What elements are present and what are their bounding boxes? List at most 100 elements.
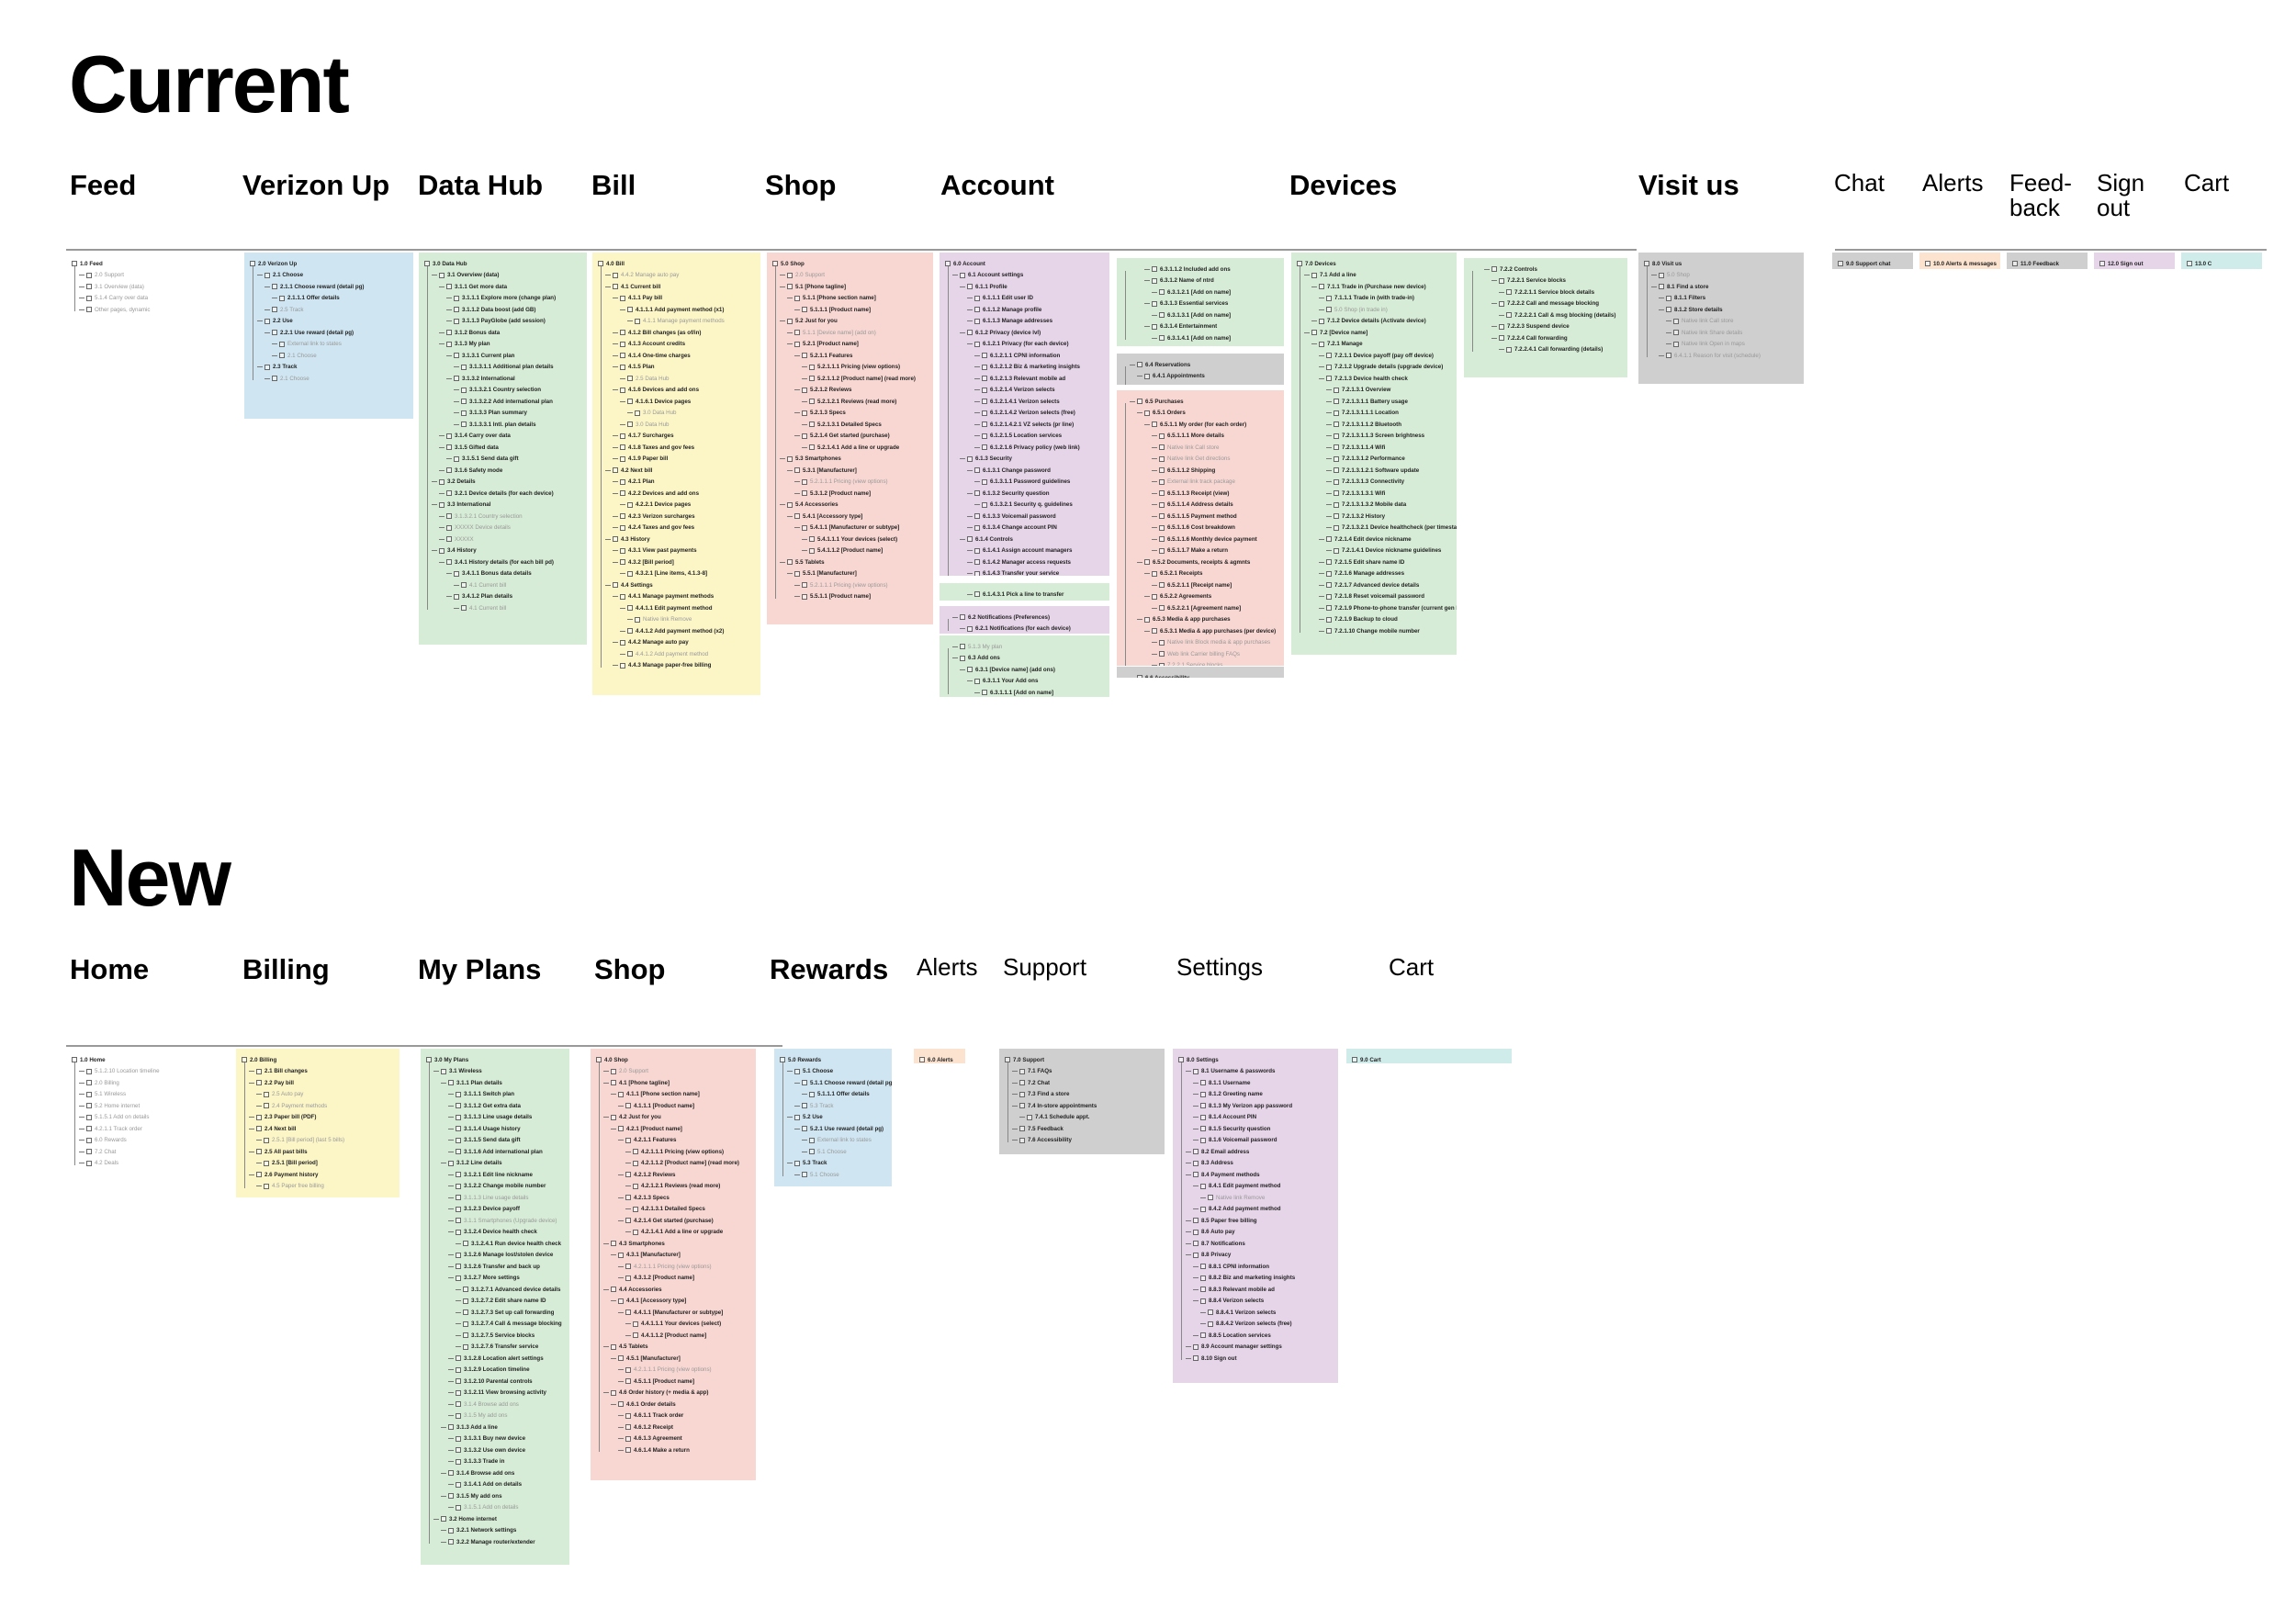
node-label: 5.0 Shop [1667, 272, 1690, 279]
tree-connector [1186, 1346, 1191, 1348]
node-box-icon [1326, 364, 1332, 370]
node-label: 7.2.2.1.1 Service block details [1514, 288, 1595, 296]
tree-node: 7.2.1.5 Edit share name ID [1297, 556, 1453, 568]
tree-node: 4.4.1.2 Add payment method (x2) [598, 625, 757, 637]
node-label: 3.2 Home internet [449, 1515, 497, 1523]
tree-rows: 7.0 Support 7.1 FAQs 7.2 Chat 7.3 Find a st… [1005, 1054, 1161, 1146]
tree-node: 6.3.1.1.2 Included add ons [1122, 264, 1280, 275]
node-box-icon [1159, 536, 1165, 543]
node-label: 8.2 Email address [1201, 1148, 1250, 1155]
node-box-icon [1152, 421, 1157, 428]
header-new-rewards: Rewards [770, 953, 889, 985]
tree-node: 5.2.1.1.1 Pricing (view options) [772, 362, 929, 374]
tree-connector [967, 573, 973, 575]
node-label: 5.0 Shop (in trade in) [1334, 306, 1388, 313]
tree-connector [613, 366, 618, 368]
tree-connector [454, 584, 459, 586]
node-box-icon [1326, 353, 1332, 359]
tree-node: 2.5 All past bills [242, 1146, 396, 1158]
tree-connector [802, 538, 807, 540]
node-box-icon [794, 330, 800, 336]
tree-node: 4.2.1.2.1 Reviews (read more) [596, 1181, 752, 1193]
tree-trunk-line [775, 265, 776, 599]
tree-node: 6.5.1.1.6 Monthly device payment [1122, 534, 1280, 545]
tree-trunk-line [1125, 366, 1126, 385]
node-label: 6.1.1.2 Manage profile [983, 306, 1042, 313]
node-label: 4.3.2 [Bill period] [628, 558, 674, 566]
node-box-icon [1144, 373, 1150, 379]
node-label: 4.0 Bill [606, 260, 625, 267]
tree-connector [1152, 607, 1157, 609]
tree-node: 5.2.1.1.1 Pricing (view options) [772, 477, 929, 489]
node-label: 4.2 Deals [95, 1160, 119, 1167]
tree-connector [1326, 435, 1332, 437]
tree-node: 6.3.1.2.1 [Add on name] [1122, 287, 1280, 298]
node-box-icon [272, 376, 277, 382]
node-box-icon [802, 593, 807, 600]
tree-node: 3.1.2.7.6 Transfer service [426, 1342, 566, 1354]
tree-connector [448, 1174, 454, 1175]
tree-connector [794, 435, 800, 437]
node-box-icon [960, 644, 965, 650]
node-box-icon [454, 376, 459, 382]
tree-connector [1319, 309, 1324, 310]
tree-node: 3.1.3.2.2 Add international plan [424, 396, 583, 408]
tree-node: 4.3.1 [Manufacturer] [596, 1250, 752, 1262]
node-label: 6.0 Account [953, 260, 985, 267]
node-label: 12.0 Sign out [2108, 260, 2144, 267]
node-box-icon [1019, 1126, 1025, 1132]
tree-node: 8.8.4.1 Verizon selects [1178, 1307, 1334, 1319]
node-box-icon [802, 410, 807, 416]
tree-node: 5.3 Track [780, 1100, 888, 1112]
node-box-icon [974, 547, 980, 554]
node-label: 7.2.1.3.1.3.2 Mobile data [1342, 501, 1407, 509]
node-box-icon [625, 1424, 631, 1431]
node-box-icon [264, 1137, 269, 1143]
node-box-icon [967, 330, 973, 336]
tree-node: 6.1.2.1.4.2 Verizon selects (free) [945, 408, 1106, 420]
node-label: 3.1.3.2.1 Country selection [455, 512, 523, 520]
node-box-icon [982, 387, 987, 393]
tree-node: 4.1.8 Taxes and gov fees [598, 442, 757, 454]
tree-rows: 6.1.4.3.1 Pick a line to transfer [945, 589, 1106, 601]
node-label: 6.5.1.1.3 Receipt (view) [1167, 489, 1230, 497]
tree-connector [794, 1174, 800, 1175]
tree-node: 8.1 Find a store [1644, 281, 1800, 293]
tree-connector [439, 561, 445, 563]
node-box-icon [1193, 1252, 1199, 1258]
tree-node: 4.5 Paper free billing [242, 1181, 396, 1193]
tree-node: 7.2.1.3.1.3.2 Mobile data [1297, 500, 1453, 511]
node-box-icon [448, 1424, 454, 1431]
node-box-icon [633, 1183, 638, 1189]
node-label: 8.5 Paper free billing [1201, 1217, 1257, 1224]
node-label: 3.1.5.1 Send data gift [462, 455, 519, 463]
node-box-icon [1644, 261, 1649, 267]
node-label: 8.1.5 Security question [1209, 1125, 1271, 1132]
node-label: 6.5 Purchases [1145, 398, 1184, 405]
node-label: 6.1.3.1 Change password [983, 466, 1051, 474]
node-box-icon [1200, 1206, 1206, 1212]
tree-connector [625, 1208, 631, 1210]
tree-rows: 1.0 Home 5.1.2.10 Location timeline 2.0 Bi… [72, 1054, 228, 1169]
node-label: 8.3 Address [1201, 1160, 1233, 1167]
node-box-icon [1334, 399, 1339, 405]
tree-node: 5.1.5.1 Add on details [72, 1112, 228, 1124]
node-box-icon [463, 1332, 468, 1339]
tree-connector [1304, 332, 1310, 333]
node-box-icon [611, 1241, 616, 1247]
tree-connector [441, 1472, 446, 1474]
node-label: 3.1.2.7.6 Transfer service [471, 1343, 539, 1351]
tree-node: 3.1.1.2 Get extra data [426, 1100, 566, 1112]
node-label: 3.1.2.7.2 Edit share name ID [471, 1298, 546, 1305]
node-label: 6.5.2 Documents, receipts & agmnts [1153, 558, 1251, 566]
node-box-icon [256, 1149, 262, 1155]
node-label: 5.1.1 [Device name] (add on) [803, 329, 876, 336]
node-label: 6.1.1 Profile [975, 283, 1007, 290]
tree-node: 7.2.1.3 Device health check [1297, 373, 1453, 385]
tree-node: Native link Call store [1122, 442, 1280, 454]
section-title-new: New [69, 832, 231, 923]
tree-trunk-line [1125, 271, 1126, 340]
node-label: 2.5 Data Hub [636, 375, 670, 382]
tree-rows: 13.0 C [2187, 258, 2258, 269]
tree-node: 4.1 Current bill [598, 281, 757, 293]
